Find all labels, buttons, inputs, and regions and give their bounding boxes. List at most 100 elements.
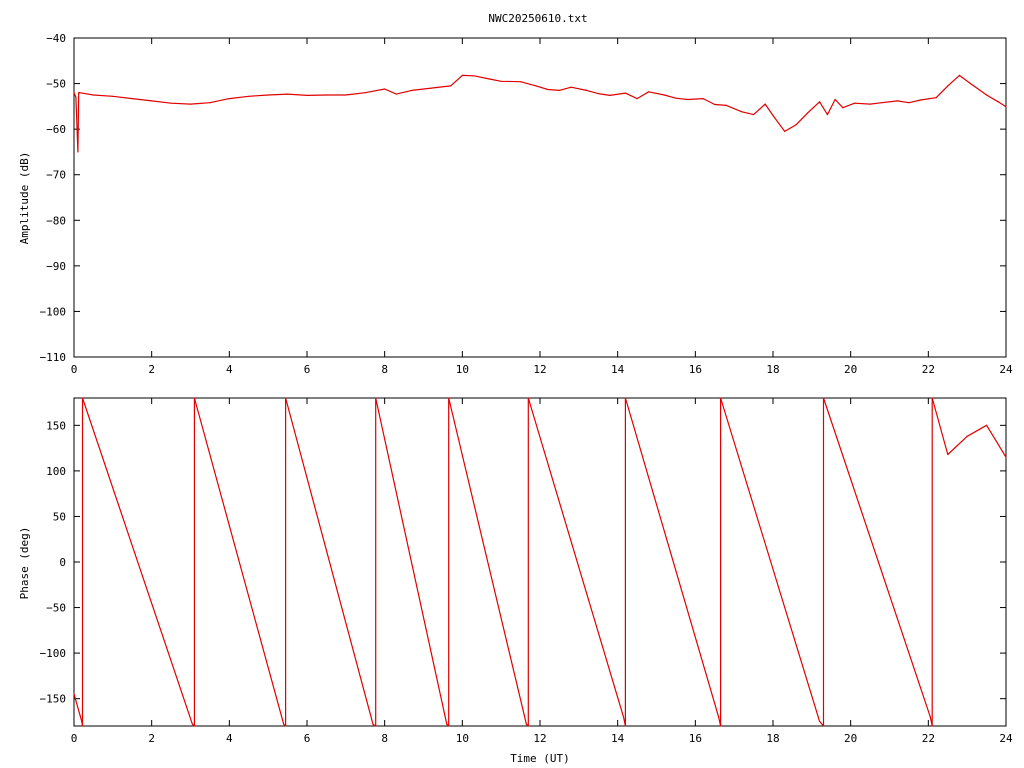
- amplitude-y-tick-label: −60: [46, 123, 66, 136]
- amplitude-data-point: [79, 92, 81, 94]
- amplitude-y-axis-label: Amplitude (dB): [18, 152, 31, 245]
- amplitude-data-point: [75, 96, 77, 98]
- phase-data-point: [719, 725, 722, 727]
- amplitude-data-point: [624, 92, 627, 94]
- amplitude-data-point: [570, 86, 572, 88]
- amplitude-x-tick-label: 24: [999, 363, 1013, 376]
- phase-x-tick-label: 8: [381, 732, 388, 745]
- phase-data-point: [372, 723, 374, 725]
- amplitude-panel: 0 2 4 6 8 10 12 14 16 18 20 22 24−110−100−90−80−70−6…: [18, 32, 1013, 376]
- phase-x-tick-label: 24: [999, 732, 1013, 745]
- phase-y-tick-label: 150: [46, 419, 66, 432]
- amplitude-y-tick-label: −50: [46, 78, 66, 91]
- amplitude-data-point: [112, 95, 114, 97]
- amplitude-data-point: [345, 94, 347, 96]
- phase-data-point: [527, 725, 529, 727]
- amplitude-data-point: [92, 94, 95, 96]
- amplitude-data-point: [267, 94, 269, 96]
- phase-data-point: [73, 693, 75, 695]
- phase-data-point: [719, 397, 722, 399]
- amplitude-data-point: [958, 74, 961, 76]
- amplitude-data-point: [795, 123, 797, 126]
- amplitude-x-tick-label: 12: [533, 363, 546, 376]
- phase-x-tick-label: 0: [71, 732, 78, 745]
- amplitude-data-point: [834, 98, 836, 101]
- amplitude-data-point: [364, 92, 366, 94]
- phase-data-point: [448, 725, 450, 727]
- phase-data-point: [525, 723, 528, 725]
- amplitude-data-point: [325, 94, 328, 96]
- amplitude-data-point: [558, 89, 561, 92]
- phase-y-tick-label: −150: [40, 693, 67, 706]
- amplitude-data-point: [228, 98, 230, 100]
- amplitude-x-tick-label: 22: [922, 363, 935, 376]
- amplitude-data-point: [714, 103, 716, 106]
- amplitude-data-point: [500, 80, 502, 82]
- amplitude-data-point: [752, 113, 755, 116]
- amplitude-series-line: [73, 74, 1007, 153]
- amplitude-data-point: [935, 97, 937, 99]
- phase-x-tick-label: 20: [844, 732, 857, 745]
- amplitude-data-point: [306, 94, 308, 97]
- phase-x-tick-label: 16: [689, 732, 702, 745]
- phase-x-tick-label: 12: [533, 732, 546, 745]
- amplitude-data-point: [286, 93, 289, 95]
- amplitude-x-tick-label: 10: [456, 363, 469, 376]
- amplitude-data-point: [77, 151, 79, 153]
- amplitude-y-tick-label: −100: [40, 305, 67, 318]
- amplitude-x-tick-label: 6: [304, 363, 311, 376]
- phase-x-axis-label: Time (UT): [510, 752, 570, 765]
- amplitude-x-tick-label: 16: [689, 363, 702, 376]
- phase-panel: 0 2 4 6 8 10 12 14 16 18 20 22 24−150−100−5005010015…: [18, 397, 1013, 765]
- phase-y-tick-label: −100: [40, 647, 67, 660]
- phase-y-tick-label: 0: [59, 556, 66, 569]
- amplitude-data-point: [997, 101, 999, 103]
- amplitude-data-point: [819, 101, 821, 103]
- phase-y-tick-label: 50: [53, 510, 66, 523]
- amplitude-data-point: [131, 98, 133, 100]
- amplitude-data-point: [519, 81, 522, 83]
- amplitude-data-point: [170, 102, 172, 104]
- amplitude-data-point: [772, 114, 774, 117]
- phase-x-tick-label: 22: [922, 732, 935, 745]
- amplitude-data-point: [842, 107, 844, 109]
- phase-x-tick-label: 2: [148, 732, 155, 745]
- amplitude-data-point: [896, 100, 898, 102]
- amplitude-data-point: [970, 83, 972, 85]
- amplitude-y-tick-label: −90: [46, 260, 66, 273]
- amplitude-data-point: [686, 98, 689, 101]
- phase-data-point: [1005, 456, 1007, 458]
- phase-data-point: [931, 725, 933, 727]
- amplitude-x-tick-label: 4: [226, 363, 233, 376]
- phase-data-point: [624, 397, 627, 399]
- phase-data-point: [718, 716, 720, 718]
- amplitude-data-point: [535, 85, 537, 87]
- phase-data-point: [81, 397, 84, 399]
- phase-data-point: [931, 397, 933, 399]
- phase-data-point: [622, 716, 625, 718]
- amplitude-data-point: [663, 94, 665, 96]
- phase-data-point: [81, 725, 84, 727]
- amplitude-data-point: [908, 102, 910, 104]
- phase-x-tick-label: 14: [611, 732, 625, 745]
- amplitude-x-tick-label: 8: [381, 363, 388, 376]
- phase-data-point: [966, 435, 968, 437]
- amplitude-data-point: [741, 111, 743, 113]
- phase-data-point: [375, 725, 377, 727]
- amplitude-data-point: [1005, 106, 1007, 108]
- phase-y-axis-label: Phase (deg): [18, 527, 31, 600]
- amplitude-data-point: [597, 92, 599, 95]
- phase-data-point: [285, 725, 287, 727]
- amplitude-data-point: [473, 75, 475, 77]
- amplitude-data-point: [985, 94, 988, 96]
- phase-data-point: [375, 397, 377, 399]
- phase-data-point: [822, 725, 825, 727]
- phase-data-point: [446, 723, 448, 725]
- amplitude-data-point: [78, 92, 80, 94]
- phase-x-tick-label: 18: [766, 732, 779, 745]
- amplitude-data-point: [725, 104, 728, 107]
- chart-title: NWC20250610.txt: [488, 12, 587, 25]
- phase-data-point: [193, 725, 195, 727]
- phase-data-point: [193, 397, 195, 399]
